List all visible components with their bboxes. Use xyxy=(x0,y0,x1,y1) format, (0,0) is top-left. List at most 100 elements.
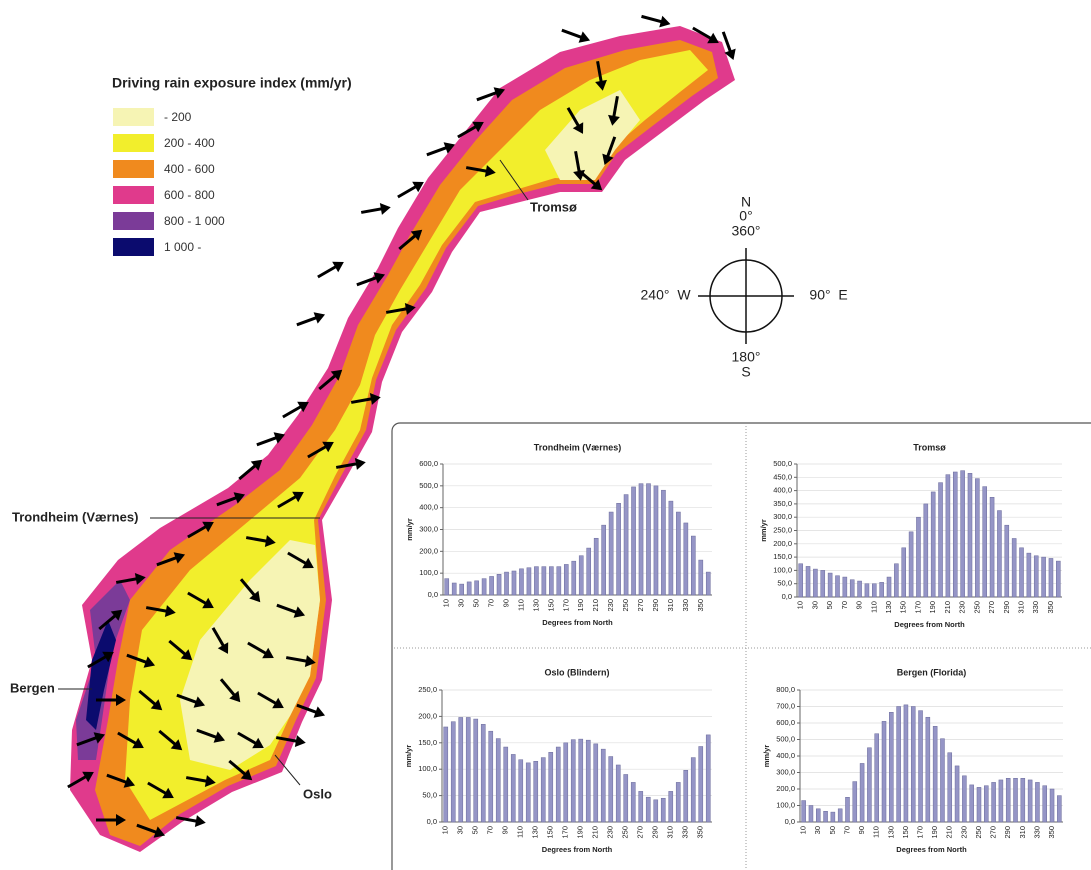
bar xyxy=(467,582,471,595)
y-tick-label: 200,0 xyxy=(773,539,792,548)
x-tick-label: 90 xyxy=(501,599,510,607)
bar xyxy=(639,484,643,595)
bar xyxy=(997,511,1001,597)
bar xyxy=(1014,778,1018,822)
x-tick-label: 70 xyxy=(840,601,849,609)
compass-label: 0° xyxy=(739,208,752,224)
bar xyxy=(631,782,635,822)
x-tick-label: 250 xyxy=(621,826,630,839)
bar xyxy=(1006,778,1010,822)
bar xyxy=(512,571,516,595)
x-tick-label: 130 xyxy=(886,826,895,839)
bar xyxy=(564,743,568,822)
bar xyxy=(542,567,546,595)
legend-label: 200 - 400 xyxy=(164,136,215,150)
bar xyxy=(858,581,862,597)
y-tick-label: 0,0 xyxy=(785,817,795,826)
bar xyxy=(802,801,806,822)
bar xyxy=(706,735,710,822)
bar xyxy=(646,484,650,595)
bar xyxy=(860,763,864,822)
x-tick-label: 150 xyxy=(901,826,910,839)
bar xyxy=(706,572,710,595)
x-tick-label: 290 xyxy=(1002,601,1011,614)
bar xyxy=(669,791,673,822)
x-tick-label: 90 xyxy=(857,826,866,834)
x-tick-label: 290 xyxy=(651,826,660,839)
x-tick-label: 50 xyxy=(828,826,837,834)
bar xyxy=(926,717,930,822)
x-tick-label: 170 xyxy=(561,826,570,839)
bar xyxy=(880,582,884,597)
bar xyxy=(916,517,920,597)
bar xyxy=(975,479,979,597)
legend-swatch xyxy=(113,212,154,230)
y-tick-label: 700,0 xyxy=(776,701,795,710)
y-tick-label: 450,0 xyxy=(773,472,792,481)
bar xyxy=(1021,778,1025,822)
bar xyxy=(902,548,906,597)
bar xyxy=(845,797,849,822)
bar xyxy=(579,739,583,822)
x-tick-label: 210 xyxy=(591,599,600,612)
bar xyxy=(631,487,635,595)
city-label: Trondheim (Værnes) xyxy=(12,509,138,524)
bar xyxy=(661,798,665,822)
bar xyxy=(1012,538,1016,597)
compass: N 0° 360° 240° W 90° E 180° S xyxy=(641,194,848,380)
bar xyxy=(579,556,583,595)
y-tick-label: 400,0 xyxy=(773,486,792,495)
y-tick-label: 150,0 xyxy=(773,552,792,561)
bar xyxy=(490,576,494,595)
x-tick-label: 110 xyxy=(516,599,525,611)
x-tick-label: 190 xyxy=(930,826,939,839)
y-tick-label: 800,0 xyxy=(776,685,795,694)
x-tick-label: 170 xyxy=(561,599,570,612)
bar xyxy=(609,512,613,595)
bar xyxy=(924,504,928,597)
legend: Driving rain exposure index (mm/yr) - 20… xyxy=(112,75,352,256)
x-tick-label: 230 xyxy=(606,599,615,612)
y-tick-label: 200,0 xyxy=(776,784,795,793)
bar xyxy=(865,584,869,597)
bar xyxy=(676,512,680,595)
x-tick-label: 310 xyxy=(666,599,675,612)
bar xyxy=(992,782,996,822)
bar xyxy=(661,490,665,595)
chart-title: Oslo (Blindern) xyxy=(545,667,610,677)
bar xyxy=(639,791,643,822)
x-tick-label: 350 xyxy=(1046,601,1055,614)
x-tick-label: 10 xyxy=(442,599,451,607)
x-tick-label: 50 xyxy=(472,599,481,607)
bar xyxy=(1056,561,1060,597)
bar xyxy=(850,580,854,597)
bar xyxy=(1019,548,1023,597)
bar xyxy=(564,564,568,595)
x-tick-label: 110 xyxy=(872,826,881,838)
bar xyxy=(897,707,901,823)
bar xyxy=(474,719,478,822)
bar xyxy=(831,812,835,822)
bar xyxy=(669,501,673,595)
bar xyxy=(699,560,703,595)
y-tick-label: 300,0 xyxy=(419,524,438,533)
bar xyxy=(977,787,981,822)
x-tick-label: 130 xyxy=(531,599,540,612)
y-tick-label: 100,0 xyxy=(419,568,438,577)
bar xyxy=(816,809,820,822)
bar xyxy=(904,705,908,822)
arrow-head xyxy=(332,257,347,272)
bar xyxy=(601,749,605,822)
bar xyxy=(882,721,886,822)
bar xyxy=(875,734,879,822)
x-tick-label: 50 xyxy=(471,826,480,834)
bar xyxy=(821,570,825,597)
bar xyxy=(519,760,523,822)
y-axis-label: mm/yr xyxy=(762,745,771,768)
y-tick-label: 50,0 xyxy=(777,579,792,588)
x-tick-label: 310 xyxy=(1018,826,1027,839)
bar xyxy=(489,731,493,822)
bar xyxy=(961,471,965,597)
bar xyxy=(1028,780,1032,822)
x-tick-label: 330 xyxy=(681,599,690,612)
